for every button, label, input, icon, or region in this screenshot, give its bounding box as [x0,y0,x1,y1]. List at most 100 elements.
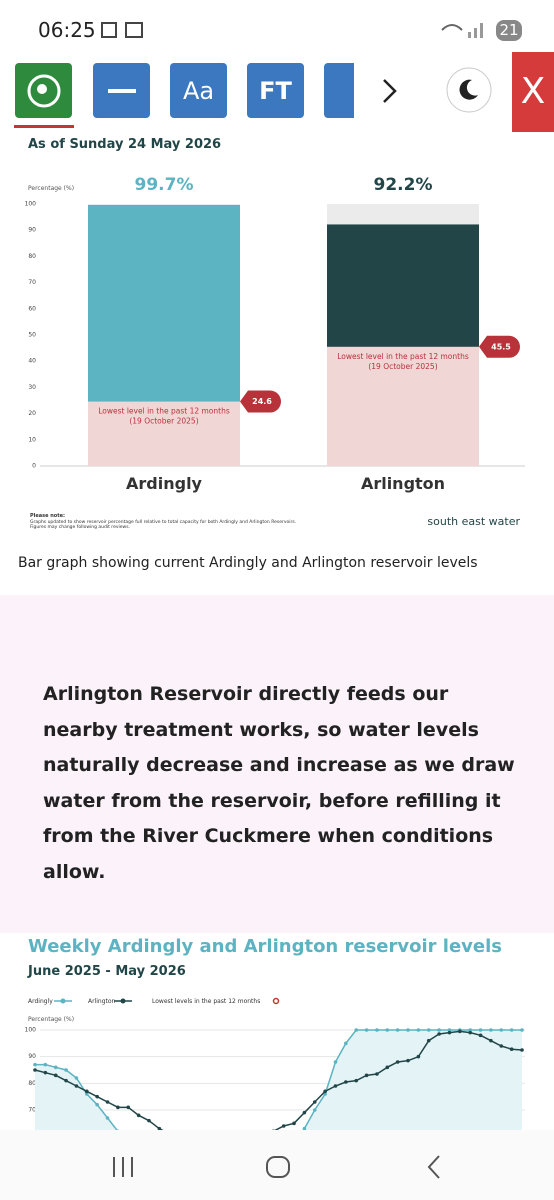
speak-icon [27,74,60,107]
point [33,1068,37,1072]
point [344,1041,348,1046]
point [385,1065,390,1070]
point [520,1048,524,1052]
recent-button[interactable] [113,1157,133,1177]
lowest-note: Lowest level in the past 12 months [337,352,469,361]
legend-label: Ardingly [28,998,53,1005]
y-tick-label: 90 [28,1053,36,1060]
home-button[interactable] [266,1156,290,1178]
lowest-note: Lowest level in the past 12 months [98,407,230,416]
point [499,1028,504,1032]
lowest-value-label: 45.5 [491,342,511,351]
point [105,1116,110,1120]
speak-button[interactable] [15,63,72,118]
dark-mode-button[interactable] [445,66,493,114]
point [105,1100,110,1104]
point [302,1126,307,1131]
y-tick-label: 60 [28,305,36,312]
point [364,1073,369,1078]
zoom-in-button[interactable] [324,63,354,118]
point [333,1060,338,1064]
point [43,1062,48,1067]
point [126,1105,131,1110]
legend-lowest [272,997,280,1005]
lowest-marker [240,390,281,413]
next-button[interactable] [378,76,402,106]
category-label: Ardingly [126,474,203,493]
point [147,1118,151,1123]
brand: south east water [427,515,520,528]
note-title: Please note: [30,513,65,519]
y-tick-label: 70 [28,279,36,286]
point [43,1070,48,1075]
clock: 06:25 [38,18,96,42]
point [395,1028,400,1032]
active-indicator [14,125,74,128]
lowest-note: (19 October 2025) [368,362,437,371]
y-tick-label: 30 [28,384,36,391]
font-button[interactable]: Aa [170,63,227,118]
point [468,1028,472,1032]
point [509,1047,514,1051]
point [406,1028,410,1032]
point [489,1028,493,1032]
point [53,1073,58,1078]
lowest-value-label: 24.6 [252,397,272,406]
body-text: Arlington Reservoir directly feeds our n… [43,683,515,883]
point [375,1028,379,1032]
y-tick-label: 80 [28,253,36,260]
bar-chart: As of Sunday 24 May 2026 Percentage (%) … [25,137,525,530]
point [447,1028,452,1032]
point [95,1094,99,1099]
point [385,1028,390,1032]
battery: 21 [496,20,522,41]
value-label: 92.2% [374,175,433,195]
point [458,1029,462,1034]
y-axis-label: Percentage (%) [28,185,74,192]
chart-subtitle: June 2025 - May 2026 [27,964,186,979]
point [157,1126,162,1131]
legend-dot [120,998,126,1004]
point [302,1110,307,1115]
note: Figures may change following audit revie… [30,524,130,530]
y-tick-label: 40 [28,358,36,365]
point [136,1113,141,1118]
point [74,1084,79,1088]
lowest-bar [327,346,479,466]
point [395,1060,400,1064]
point [85,1092,89,1096]
y-tick-label: 100 [25,201,37,208]
status-icons [101,22,143,38]
text-panel: Arlington Reservoir directly feeds our n… [0,595,554,933]
point [447,1030,452,1035]
point [468,1030,472,1035]
zoom-out-button[interactable] [93,63,150,118]
nav-icons [113,1155,440,1179]
point [53,1065,58,1070]
y-tick-label: 100 [25,1027,37,1034]
y-tick-label: 80 [28,1080,36,1087]
point [354,1028,359,1032]
lowest-note: (19 October 2025) [129,417,198,426]
point [426,1028,431,1032]
point [354,1078,359,1083]
lowest-bar [88,401,240,466]
signal-icons [441,23,483,38]
point [344,1080,348,1084]
close-button[interactable]: X [512,52,554,132]
point [375,1072,379,1076]
point [64,1078,68,1083]
note: Graphs updated to show reservoir percent… [30,519,296,525]
caption: Bar graph showing current Ardingly and A… [18,555,478,571]
point [478,1028,483,1032]
legend-label: Lowest levels in the past 12 months [152,998,260,1005]
point [437,1028,441,1032]
font-type-button[interactable]: FT [247,63,304,118]
back-button[interactable] [427,1155,440,1179]
lowest-marker [479,335,520,358]
point [281,1124,286,1128]
chart-subtitle: As of Sunday 24 May 2026 [28,137,221,152]
point [426,1038,431,1043]
point [116,1105,120,1110]
